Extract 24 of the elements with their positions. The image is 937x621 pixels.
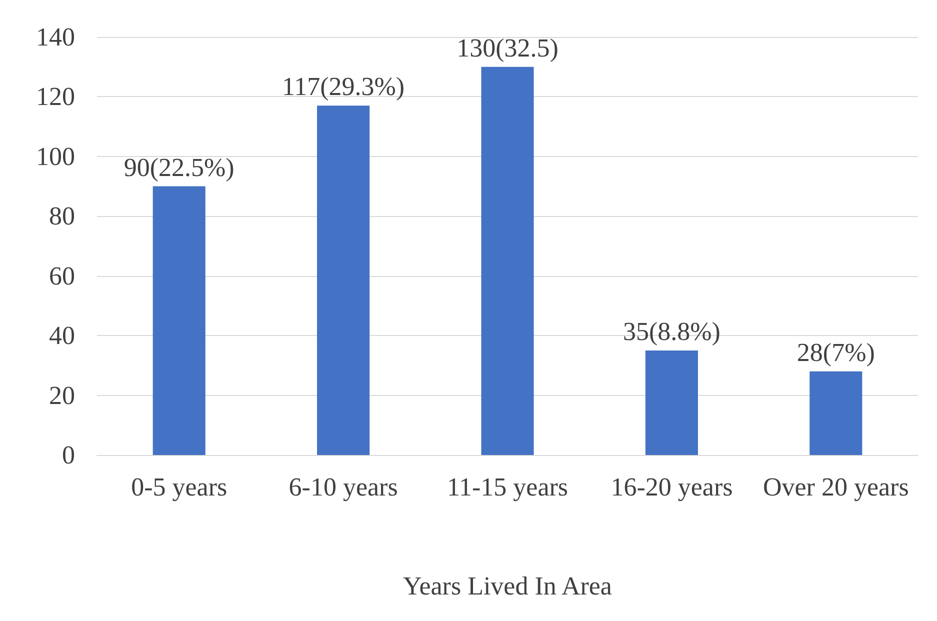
data-label: 35(8.8%) <box>622 317 720 346</box>
y-tick-label: 60 <box>49 261 75 290</box>
y-tick-label: 80 <box>49 202 75 231</box>
x-tick-label: 0-5 years <box>131 472 228 502</box>
bar <box>317 106 370 455</box>
data-label: 28(7%) <box>796 338 875 367</box>
x-tick-label: 6-10 years <box>288 472 398 502</box>
y-tick-label: 120 <box>36 82 75 112</box>
y-tick-label: 40 <box>49 321 75 350</box>
bar <box>152 186 206 455</box>
x-axis-title: Years Lived In Area <box>403 572 612 600</box>
x-tick-label: 16-20 years <box>610 472 733 502</box>
data-label: 117(29.3%) <box>282 72 405 102</box>
x-tick-label: 11-15 years <box>446 472 568 502</box>
bar <box>645 350 698 455</box>
y-tick-label: 20 <box>49 380 75 410</box>
data-label: 130(32.5) <box>456 33 558 62</box>
x-tick-label: Over 20 years <box>762 472 909 502</box>
bar <box>810 371 862 455</box>
y-tick-label: 0 <box>62 440 75 470</box>
y-tick-label: 140 <box>36 22 75 52</box>
bar <box>481 66 534 455</box>
data-label: 90(22.5%) <box>124 152 234 182</box>
y-tick-label: 100 <box>36 142 75 171</box>
